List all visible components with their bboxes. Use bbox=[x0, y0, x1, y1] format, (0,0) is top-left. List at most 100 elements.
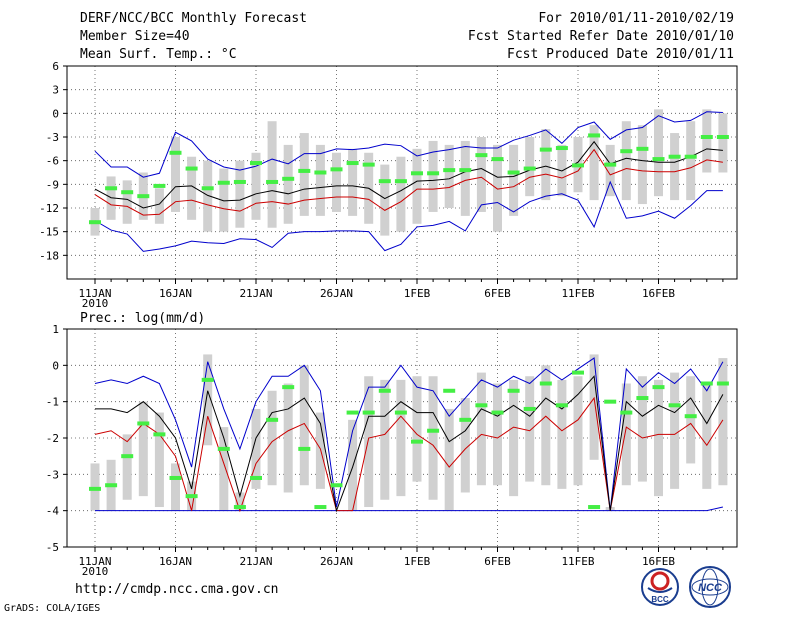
prec-observed-marker bbox=[169, 475, 182, 480]
prec-observed-marker bbox=[298, 446, 311, 451]
prec-spread-box bbox=[718, 358, 728, 486]
prec-spread-box bbox=[299, 365, 309, 486]
prec-spread-box bbox=[235, 492, 245, 511]
temp-observed-marker bbox=[684, 154, 697, 159]
temp-spread-box bbox=[348, 148, 358, 216]
temp-observed-marker bbox=[233, 179, 246, 184]
temp-spread-box bbox=[154, 188, 164, 224]
prec-observed-marker bbox=[523, 406, 536, 411]
temp-ytick-label: -12 bbox=[39, 202, 59, 215]
prec-spread-box bbox=[203, 354, 213, 446]
temp-observed-marker bbox=[411, 171, 423, 176]
prec-observed-marker bbox=[346, 410, 359, 415]
temp-spread-box bbox=[187, 156, 197, 220]
temp-spread-box bbox=[509, 144, 519, 216]
temp-observed-marker bbox=[507, 170, 520, 175]
prec-spread-box bbox=[541, 365, 551, 486]
prec-observed-marker bbox=[314, 505, 327, 510]
temp-observed-marker bbox=[169, 150, 182, 155]
prec-spread-box bbox=[493, 383, 502, 486]
footer-url[interactable]: http://cmdp.ncc.cma.gov.cn bbox=[75, 582, 279, 597]
temp-spread-box bbox=[219, 168, 229, 232]
prec-observed-marker bbox=[282, 385, 295, 390]
temp-p25-line bbox=[94, 148, 723, 216]
prec-mean-line bbox=[95, 375, 724, 513]
temp-xtick-label: 6FEB bbox=[484, 287, 511, 300]
temp-spread-box bbox=[718, 113, 728, 173]
prec-observed-marker bbox=[201, 377, 214, 382]
temp-spread-box bbox=[621, 121, 631, 201]
temp-observed-marker bbox=[539, 147, 552, 152]
prec-spread-box bbox=[219, 427, 229, 511]
temp-observed-marker bbox=[250, 161, 262, 166]
prec-observed-marker bbox=[459, 417, 472, 422]
temp-spread-box bbox=[412, 148, 422, 224]
temp-spread-box bbox=[654, 109, 663, 197]
prec-observed-marker bbox=[153, 432, 166, 437]
prec-observed-marker bbox=[588, 505, 601, 510]
temp-observed-marker bbox=[314, 170, 327, 175]
temp-spread-box bbox=[428, 140, 438, 212]
prec-observed-marker bbox=[185, 494, 198, 499]
prec-observed-marker bbox=[266, 417, 279, 422]
prec-observed-marker bbox=[394, 410, 407, 415]
temp-observed-marker bbox=[330, 167, 343, 172]
temp-observed-marker bbox=[523, 166, 536, 171]
chart-title: DERF/NCC/BCC Monthly Forecast bbox=[80, 11, 307, 26]
prec-spread-box bbox=[654, 379, 663, 497]
temp-ytick-label: -18 bbox=[39, 249, 59, 262]
prec-observed-marker bbox=[620, 410, 633, 415]
top-panel-title: Mean Surf. Temp.: °C bbox=[80, 47, 237, 62]
temp-observed-marker bbox=[105, 186, 118, 191]
temp-observed-marker bbox=[491, 157, 504, 162]
temp-spread-box bbox=[380, 164, 390, 236]
prec-xtick-label: 11JAN bbox=[78, 555, 111, 568]
prec-observed-marker bbox=[427, 428, 440, 433]
prec-spread-box bbox=[444, 408, 454, 511]
temp-xtick-label: 1FEB bbox=[404, 287, 431, 300]
prec-observed-marker bbox=[684, 414, 697, 419]
prec-observed-marker bbox=[507, 388, 520, 393]
temp-xtick-label: 26JAN bbox=[320, 287, 353, 300]
prec-observed-marker bbox=[668, 403, 681, 408]
temp-observed-marker bbox=[121, 190, 134, 195]
temp-observed-marker bbox=[716, 135, 729, 139]
prec-observed-marker bbox=[233, 505, 246, 510]
prec-observed-marker bbox=[604, 399, 617, 404]
prec-observed-marker bbox=[105, 483, 118, 488]
prec-xtick-label: 6FEB bbox=[484, 555, 511, 568]
prec-ytick-label: 0 bbox=[52, 359, 59, 372]
prec-xtick-label: 11FEB bbox=[561, 555, 594, 568]
prec-spread-box bbox=[476, 372, 486, 486]
prec-observed-marker bbox=[217, 446, 230, 451]
prec-spread-box bbox=[557, 379, 567, 489]
prec-spread-box bbox=[637, 376, 647, 482]
temp-spread-box bbox=[251, 152, 261, 220]
forecast-produced-date: Fcst Produced Date 2010/01/11 bbox=[507, 47, 734, 62]
prec-spread-box bbox=[509, 379, 519, 497]
temp-observed-marker bbox=[459, 168, 472, 173]
temp-observed-marker bbox=[201, 186, 214, 191]
prec-spread-box bbox=[122, 434, 132, 500]
temp-xtick-label: 16JAN bbox=[159, 287, 192, 300]
temp-observed-marker bbox=[475, 153, 488, 158]
prec-spread-box bbox=[364, 376, 374, 508]
temp-spread-box bbox=[637, 125, 647, 205]
prec-observed-marker bbox=[539, 381, 552, 386]
prec-observed-marker bbox=[330, 483, 343, 488]
temp-observed-marker bbox=[572, 163, 584, 168]
temp-ytick-label: 3 bbox=[52, 84, 59, 97]
prec-ytick-label: -4 bbox=[46, 505, 60, 518]
temp-plot-frame bbox=[66, 65, 738, 280]
prec-spread-box bbox=[589, 354, 599, 460]
prec-observed-marker bbox=[652, 385, 665, 390]
temp-observed-marker bbox=[185, 166, 198, 171]
temp-xtick-label: 16FEB bbox=[642, 287, 675, 300]
temp-ytick-label: -15 bbox=[39, 226, 59, 239]
temp-spread-box bbox=[122, 180, 132, 224]
temp-spread-box bbox=[702, 109, 712, 173]
prec-spread-box bbox=[573, 376, 583, 486]
prec-observed-marker bbox=[89, 486, 101, 491]
temp-year-label: 2010 bbox=[82, 297, 109, 310]
